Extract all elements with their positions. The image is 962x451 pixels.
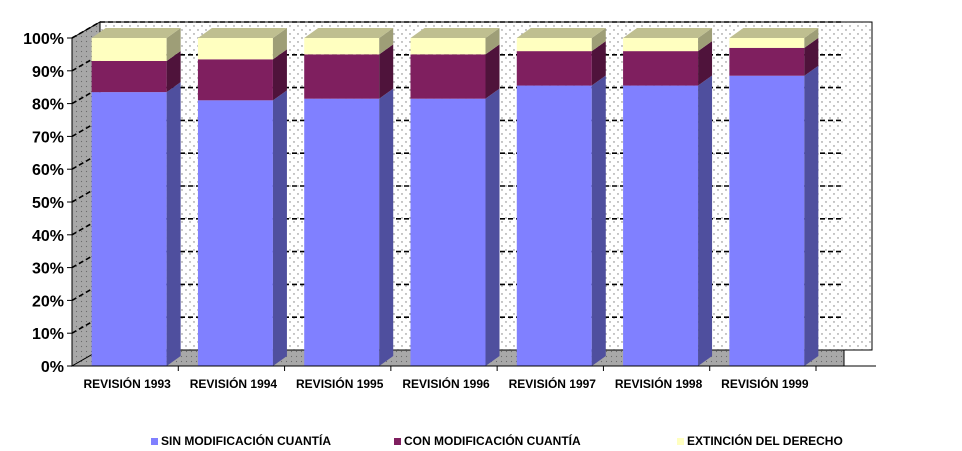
y-tick-label: 30% (32, 261, 64, 278)
bar-segment-side (272, 90, 287, 366)
bar-segment (410, 38, 486, 55)
y-tick-label: 50% (32, 195, 64, 212)
bar-segment-side (804, 28, 819, 48)
bar-segment (729, 47, 805, 76)
legend-label: CON MODIFICACIÓN CUANTÍA (404, 434, 581, 448)
x-tick-label: REVISIÓN 1998 (615, 376, 703, 391)
x-tick-label: REVISIÓN 1996 (402, 376, 490, 391)
bar-segment-top (729, 28, 819, 38)
bar-segment-side (698, 75, 713, 366)
bar-segment (197, 100, 273, 366)
bar-segment (304, 38, 380, 55)
x-tick-label: REVISIÓN 1994 (190, 376, 278, 391)
legend-swatch (151, 437, 158, 445)
bar-segment-top (197, 28, 287, 38)
bar-segment (729, 75, 805, 366)
bar-segment (623, 51, 699, 86)
bar-segment-side (379, 88, 394, 367)
bar-segment (516, 85, 592, 366)
bar-segment (91, 60, 167, 93)
bar-segment-top (516, 28, 606, 38)
y-tick-label: 90% (32, 64, 64, 81)
bar-segment (410, 54, 486, 99)
x-tick-label: REVISIÓN 1997 (509, 376, 597, 391)
bar-segment-side (804, 37, 819, 76)
bar-segment (516, 51, 592, 86)
bar-segment-side (804, 65, 819, 366)
bar-segment-side (485, 44, 500, 99)
bar-segment (623, 85, 699, 366)
bar-segment-side (379, 44, 394, 99)
chart-legend: SIN MODIFICACIÓN CUANTÍA CON MODIFICACIÓN… (0, 434, 962, 450)
x-tick-label: REVISIÓN 1999 (721, 376, 809, 391)
bar-segment-side (698, 28, 713, 52)
legend-label: SIN MODIFICACIÓN CUANTÍA (161, 434, 331, 448)
bar-segment-side (272, 49, 287, 101)
x-tick-label: REVISIÓN 1995 (296, 376, 384, 391)
legend-swatch (394, 437, 401, 445)
bar-segment-side (698, 41, 713, 86)
legend-item: CON MODIFICACIÓN CUANTÍA (394, 434, 581, 448)
bar-segment-side (166, 50, 181, 93)
bar-segment-top (623, 28, 713, 38)
y-tick-label: 10% (32, 326, 64, 343)
bar-segment-top (410, 28, 500, 38)
bar-segment (197, 59, 273, 101)
bar-segment (516, 38, 592, 52)
chart-plot: 0% 10% 20% 30% 40% 50% 60% 70% 80% 90% 100% REVISIÓ… (23, 21, 876, 391)
bar-segment-side (166, 28, 181, 61)
y-tick-label: 20% (32, 293, 64, 310)
bar-segment-side (166, 82, 181, 367)
x-tick-label: REVISIÓN 1993 (83, 376, 171, 391)
y-tick-label: 0% (41, 359, 64, 376)
bar-segment-top (91, 28, 181, 38)
legend-label: EXTINCIÓN DEL DERECHO (687, 434, 843, 448)
bar-segment-side (485, 88, 500, 367)
bar-segment-side (272, 28, 287, 60)
bar-segment (197, 38, 273, 60)
bar-segment-top (304, 28, 394, 38)
bar-segment (91, 92, 167, 367)
bar-segment-side (591, 28, 606, 52)
y-tick-label: 40% (32, 228, 64, 245)
y-tick-label: 100% (23, 31, 64, 48)
bar-segment (304, 98, 380, 367)
y-tick-label: 60% (32, 162, 64, 179)
legend-item: EXTINCIÓN DEL DERECHO (677, 434, 843, 448)
y-tick-label: 80% (32, 97, 64, 114)
gridline-side (71, 21, 101, 39)
legend-swatch (677, 437, 684, 445)
bar-segment-side (379, 28, 394, 55)
bar-segment-side (591, 41, 606, 86)
bar-segment (623, 38, 699, 52)
bar-segment (729, 38, 805, 48)
legend-item: SIN MODIFICACIÓN CUANTÍA (151, 434, 331, 448)
bar-segment (304, 54, 380, 99)
bar-segment-side (485, 28, 500, 55)
bar-segment-side (591, 75, 606, 366)
bar-segment (91, 38, 167, 61)
y-tick-label: 70% (32, 129, 64, 146)
bar-segment (410, 98, 486, 367)
